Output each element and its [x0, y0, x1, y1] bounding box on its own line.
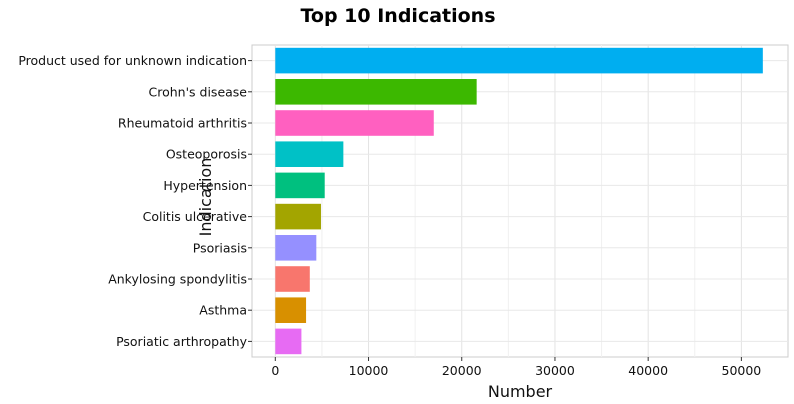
y-tick-label: Ankylosing spondylitis: [108, 272, 247, 287]
x-tick-label: 30000: [535, 363, 575, 378]
bar: [275, 47, 763, 74]
bar: [275, 297, 307, 323]
x-tick-label: 0: [271, 363, 279, 378]
y-tick-label: Asthma: [199, 303, 247, 318]
y-tick-label: Colitis ulcerative: [143, 209, 248, 224]
y-tick-label: Psoriasis: [193, 240, 247, 255]
chart-title: Top 10 Indications: [300, 5, 495, 27]
bar: [275, 110, 434, 136]
y-tick-label: Crohn's disease: [149, 84, 248, 99]
bar: [275, 79, 477, 105]
bar: [275, 141, 344, 167]
y-tick-label: Product used for unknown indication: [18, 53, 247, 68]
x-tick-label: 40000: [628, 363, 668, 378]
bar: [275, 203, 321, 230]
x-tick-label: 50000: [722, 363, 762, 378]
bar: [275, 172, 325, 199]
y-axis-title: Indication: [196, 158, 215, 237]
bar: [275, 235, 317, 261]
y-tick-label: Rheumatoid arthritis: [118, 116, 247, 131]
bar: [275, 266, 310, 292]
y-tick-labels: Product used for unknown indication Crohn…: [18, 53, 252, 349]
bars: [275, 47, 763, 355]
x-tick-labels: 0 10000 20000 30000 40000 50000: [271, 357, 761, 378]
x-axis-title: Number: [488, 382, 553, 400]
y-tick-label: Osteoporosis: [166, 147, 247, 162]
bar: [275, 328, 302, 355]
y-tick-label: Psoriatic arthropathy: [116, 334, 248, 349]
y-tick-label: Hypertension: [163, 178, 247, 193]
x-tick-label: 20000: [442, 363, 482, 378]
x-tick-label: 10000: [349, 363, 389, 378]
